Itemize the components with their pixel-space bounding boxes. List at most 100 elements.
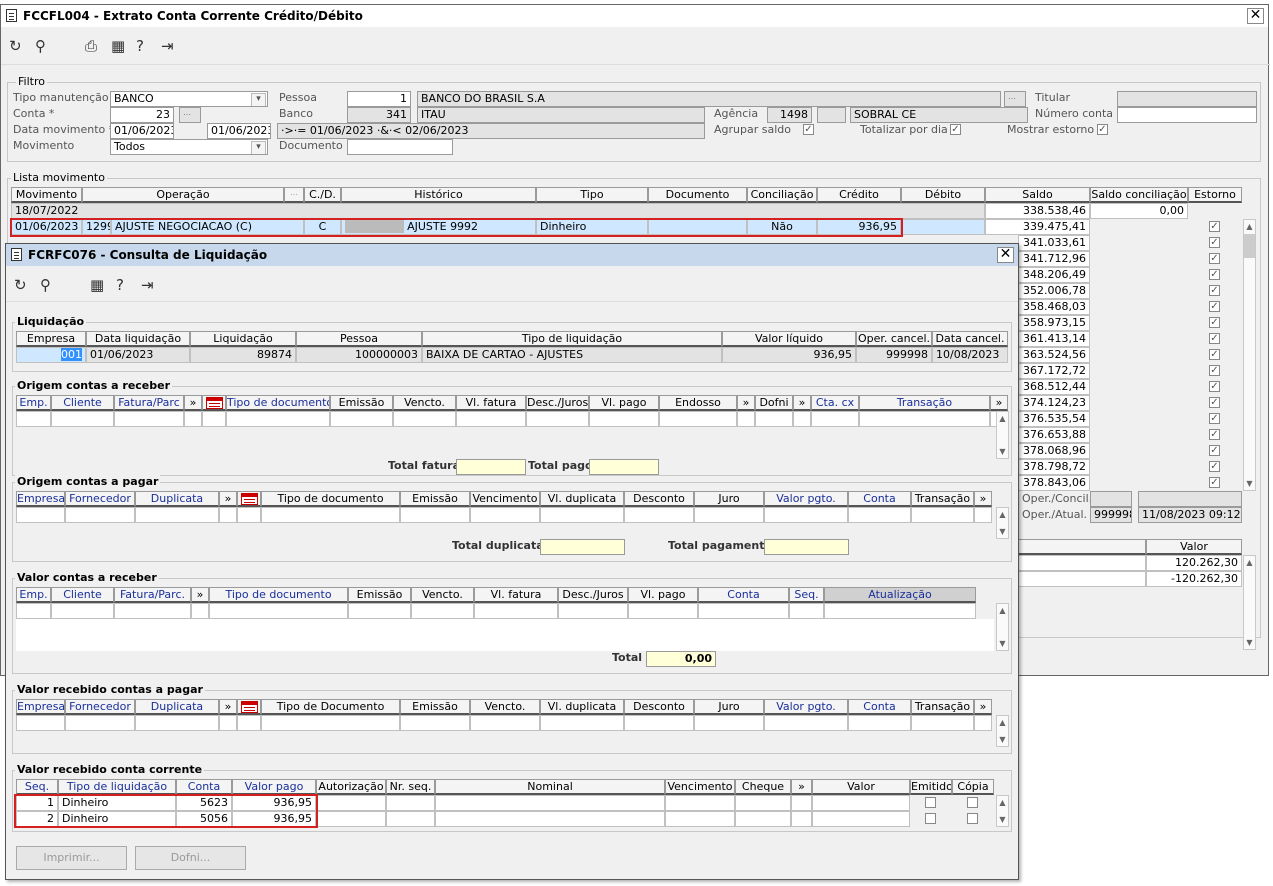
ocr-scrollbar[interactable]: ▲ ▼ [996, 411, 1009, 459]
vcr-scrollbar[interactable]: ▲ ▼ [996, 603, 1009, 651]
documento-field[interactable] [347, 139, 453, 155]
scroll-down-icon[interactable]: ▼ [999, 735, 1006, 744]
saldo-cell[interactable]: 358.468,03 [1018, 299, 1090, 315]
grid-cell[interactable] [386, 811, 435, 827]
row1-debito[interactable] [901, 219, 985, 235]
grid-column-header[interactable]: Emp. [16, 395, 51, 411]
calendar-icon[interactable] [241, 701, 258, 713]
grid-cell[interactable] [737, 411, 755, 427]
grid-column-header[interactable]: Cliente [51, 587, 114, 603]
estorno-checkbox[interactable]: ✓ [1209, 285, 1220, 296]
grid-cell[interactable] [470, 507, 540, 523]
saldo-cell[interactable]: 376.653,88 [1018, 427, 1090, 443]
saldo-cell[interactable]: 378.843,06 [1018, 475, 1090, 491]
grid-cell[interactable] [665, 795, 735, 811]
col-movimento[interactable]: Movimento [11, 187, 82, 203]
scroll-down-icon[interactable]: ▼ [1246, 479, 1253, 488]
col-sort-button[interactable]: ⋯ [284, 187, 304, 203]
col-conciliacao[interactable]: Conciliação [747, 187, 817, 203]
saldo-cell[interactable]: 374.124,23 [1018, 395, 1090, 411]
liq-liquidacao[interactable]: 89874 [190, 347, 296, 363]
grid-column-header[interactable]: Empresa [16, 699, 65, 715]
grid-cell[interactable] [435, 811, 665, 827]
grid-column-header[interactable]: Emissão [400, 699, 470, 715]
grid-cell[interactable] [65, 507, 135, 523]
grid-column-header[interactable]: Desconto [624, 699, 694, 715]
col-cd[interactable]: C./D. [304, 187, 341, 203]
scroll-up-icon[interactable]: ▲ [999, 606, 1006, 615]
row1-operacao[interactable]: AJUSTE NEGOCIACAO (C) [111, 219, 304, 235]
grid-cell[interactable] [589, 411, 659, 427]
grid-cell[interactable] [51, 411, 114, 427]
grid-column-header[interactable]: Emissão [330, 395, 393, 411]
row1-saldo[interactable]: 339.475,41 [985, 219, 1090, 235]
estorno-checkbox[interactable]: ✓ [1209, 301, 1220, 312]
grid-column-header[interactable]: » [793, 395, 811, 411]
grid-column-header[interactable]: Vl. duplicata [540, 491, 624, 507]
grid-cell[interactable] [558, 603, 628, 619]
col-debito[interactable]: Débito [901, 187, 985, 203]
grid-cell[interactable] [793, 411, 811, 427]
liq-pessoa[interactable]: 100000003 [296, 347, 422, 363]
grid-column-header[interactable]: Desc./Juros [526, 395, 589, 411]
grid-column-header[interactable]: Vl. pago [628, 587, 698, 603]
tipo-manutencao-select[interactable]: BANCO [110, 91, 268, 107]
grid-cell[interactable] [764, 507, 848, 523]
grid-column-header[interactable]: » [737, 395, 755, 411]
search-icon[interactable]: ⚲ [35, 37, 46, 55]
exit-icon[interactable]: ⇥ [141, 276, 154, 294]
estorno-checkbox[interactable]: ✓ [1209, 349, 1220, 360]
grid-cell[interactable] [400, 715, 470, 731]
grid-column-header[interactable]: Autorização [316, 779, 386, 795]
row1-estorno-checkbox[interactable]: ✓ [1209, 221, 1220, 232]
grid-column-header[interactable]: Desc./Juros [558, 587, 628, 603]
conta-lookup-button[interactable]: ⋯ [179, 107, 201, 123]
grid-column-header[interactable]: Juro [694, 491, 764, 507]
saldo-cell[interactable]: 341.712,96 [1018, 251, 1090, 267]
grid-cell[interactable] [114, 411, 184, 427]
calendar-icon[interactable]: ▦ [90, 276, 105, 294]
grid-column-header[interactable]: Dofni [755, 395, 793, 411]
grid-column-header[interactable] [237, 491, 261, 507]
grid-column-header[interactable]: Duplicata [135, 491, 219, 507]
grid-cell[interactable] [114, 603, 191, 619]
grid-cell[interactable] [698, 603, 789, 619]
liq-data-cancel[interactable]: 10/08/2023 [932, 347, 1008, 363]
data-inicio-field[interactable]: 01/06/2023 [110, 123, 174, 139]
vrcc-valor-cell[interactable]: 936,95 [232, 795, 316, 811]
grid-column-header[interactable]: Empresa [16, 491, 65, 507]
grid-cell[interactable] [974, 507, 992, 523]
col-credito[interactable]: Crédito [817, 187, 901, 203]
scroll-up-icon[interactable]: ▲ [1246, 222, 1253, 231]
grid-column-header[interactable]: Transação [911, 491, 974, 507]
grid-column-header[interactable]: Nominal [435, 779, 665, 795]
liq-close-button[interactable]: ✕ [997, 247, 1014, 263]
saldo-cell[interactable]: 378.798,72 [1018, 459, 1090, 475]
grid-column-header[interactable]: Tipo de documento [261, 491, 400, 507]
scroll-down-icon[interactable]: ▼ [1246, 638, 1253, 647]
col-data-cancel[interactable]: Data cancel. [932, 331, 1008, 347]
grid-cell[interactable] [911, 715, 974, 731]
grid-cell[interactable] [735, 811, 791, 827]
saldo-cell[interactable]: 348.206,49 [1018, 267, 1090, 283]
col-valor-liquido[interactable]: Valor líquido [722, 331, 856, 347]
col-estorno[interactable]: Estorno [1188, 187, 1242, 203]
totais-scrollbar[interactable]: ▲ ▼ [1243, 555, 1256, 650]
estorno-checkbox[interactable]: ✓ [1209, 381, 1220, 392]
liq-valor[interactable]: 936,95 [722, 347, 856, 363]
grid-cell[interactable] [824, 603, 976, 619]
grid-cell[interactable] [974, 715, 992, 731]
grid-column-header[interactable]: Conta [698, 587, 789, 603]
grid-cell[interactable] [812, 795, 910, 811]
grid-column-header[interactable]: Seq. [789, 587, 824, 603]
grid-cell[interactable] [65, 715, 135, 731]
estorno-checkbox[interactable]: ✓ [1209, 269, 1220, 280]
grid-column-header[interactable]: Tipo de documento [226, 395, 330, 411]
saldo-cell[interactable]: 378.068,96 [1018, 443, 1090, 459]
grid-cell[interactable] [261, 715, 400, 731]
estorno-checkbox[interactable]: ✓ [1209, 365, 1220, 376]
grid-cell[interactable] [393, 411, 456, 427]
grid-column-header[interactable]: » [791, 779, 812, 795]
col-empresa[interactable]: Empresa [16, 331, 86, 347]
help-icon[interactable]: ? [136, 37, 144, 55]
